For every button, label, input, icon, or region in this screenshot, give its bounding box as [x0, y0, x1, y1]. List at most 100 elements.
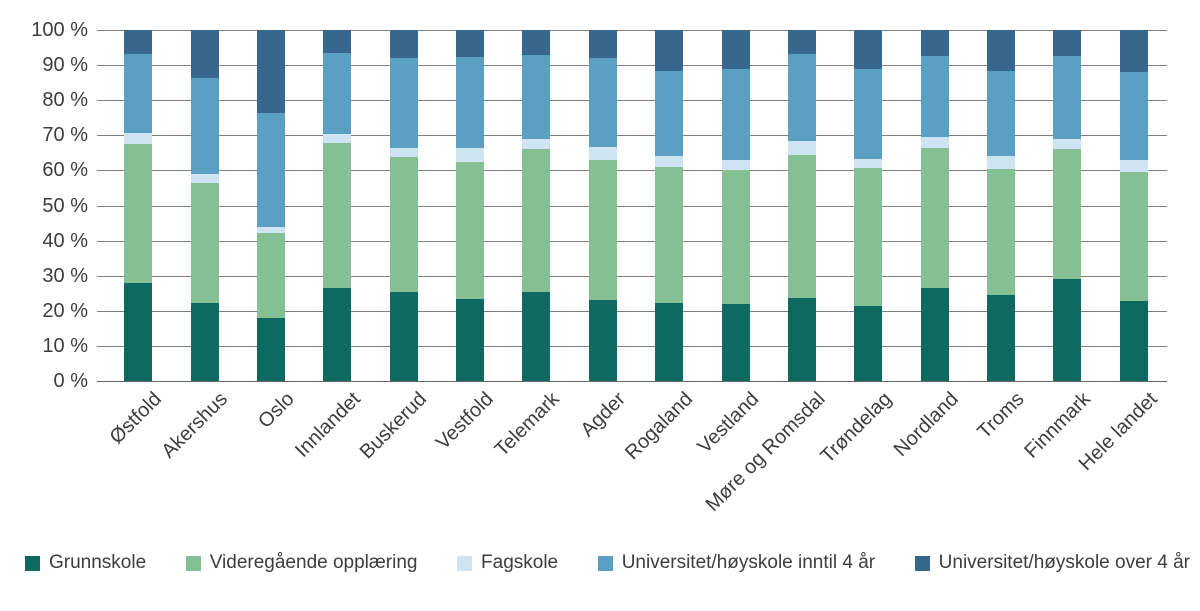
- bar-segment: [987, 30, 1016, 71]
- y-axis-tick-label: 40 %: [42, 229, 88, 252]
- bar-segment: [124, 53, 153, 133]
- x-axis-label: Møre og Romsdal: [701, 388, 830, 516]
- y-axis-tick-label: 100 %: [31, 19, 88, 41]
- bar-slot: [570, 30, 636, 381]
- gridline: [97, 100, 1167, 102]
- bar-segment: [190, 30, 219, 79]
- bar-segment: [1053, 30, 1082, 56]
- legend-label: Fagskole: [481, 552, 559, 573]
- bar--stfold: [124, 30, 153, 381]
- bar-segment: [323, 52, 352, 135]
- bar-slot: [503, 30, 569, 381]
- plot-area: [97, 30, 1167, 382]
- bar-segment: [588, 300, 617, 381]
- x-axis-label: Buskerud: [355, 388, 432, 464]
- bar-segment: [655, 70, 684, 157]
- bar-segment: [1053, 138, 1082, 150]
- bar-buskerud: [389, 30, 418, 381]
- x-axis-label: Trøndelag: [816, 388, 896, 468]
- bar-segment: [588, 30, 617, 59]
- bar-segment: [124, 132, 153, 144]
- bar-segment: [588, 146, 617, 160]
- bar-segment: [588, 159, 617, 301]
- legend-swatch: [914, 555, 930, 571]
- bar-segment: [1119, 300, 1148, 381]
- legend-item-fagskole: Fagskole: [457, 552, 558, 574]
- bar-segment: [522, 30, 551, 55]
- x-axis-label: Nordland: [889, 388, 963, 461]
- bar-segment: [1119, 71, 1148, 160]
- bar-segment: [787, 141, 816, 155]
- bars-layer: [105, 30, 1167, 381]
- bar-segment: [655, 156, 684, 167]
- gridline: [97, 240, 1167, 242]
- bar-segment: [920, 287, 949, 381]
- x-axis-label: Østfold: [105, 388, 166, 449]
- bar-slot: [902, 30, 968, 381]
- x-axis-label: Akershus: [157, 388, 233, 463]
- bar-segment: [721, 159, 750, 171]
- bar-segment: [1119, 159, 1148, 173]
- bar-segment: [1119, 172, 1148, 301]
- bar-segment: [920, 137, 949, 148]
- gridline: [97, 65, 1167, 67]
- bar-slot: [171, 30, 237, 381]
- bar-segment: [655, 166, 684, 304]
- bar-segment: [1119, 30, 1148, 72]
- bar-segment: [389, 58, 418, 148]
- bar-segment: [588, 58, 617, 147]
- y-axis-tick-label: 30 %: [42, 264, 88, 287]
- x-axis-label: Troms: [973, 388, 1029, 444]
- bar-segment: [190, 303, 219, 381]
- bar-troms: [987, 30, 1016, 381]
- legend-item-grunnskole: Grunnskole: [25, 552, 146, 574]
- bar-m-re-og-romsdal: [787, 30, 816, 381]
- bar-innlandet: [323, 30, 352, 381]
- bar-segment: [854, 30, 883, 69]
- legend-label: Universitet/høyskole inntil 4 år: [621, 552, 876, 573]
- bar-segment: [987, 156, 1016, 169]
- bar-segment: [323, 134, 352, 144]
- gridline: [97, 310, 1167, 312]
- bar-segment: [787, 154, 816, 299]
- bar-rogaland: [655, 30, 684, 381]
- y-axis-tick-label: 20 %: [42, 299, 88, 322]
- bar-segment: [190, 183, 219, 304]
- bar-segment: [456, 30, 485, 57]
- gridline: [97, 170, 1167, 172]
- bar-segment: [920, 55, 949, 138]
- legend-swatch: [597, 555, 613, 571]
- bar-segment: [124, 30, 153, 54]
- x-axis-label: Vestfold: [431, 388, 498, 454]
- bar-slot: [304, 30, 370, 381]
- bar-telemark: [522, 30, 551, 381]
- bar-segment: [124, 143, 153, 283]
- x-axis-label: Oslo: [253, 388, 299, 433]
- bar-segment: [456, 161, 485, 300]
- bar-slot: [437, 30, 503, 381]
- y-axis-tick-label: 90 %: [42, 54, 88, 77]
- bar-segment: [256, 317, 285, 381]
- bar-hele-landet: [1119, 30, 1148, 381]
- bar-segment: [721, 170, 750, 305]
- bar-segment: [323, 288, 352, 381]
- legend-swatch: [185, 555, 201, 571]
- y-axis-tick-label: 50 %: [42, 194, 88, 217]
- bar-slot: [105, 30, 171, 381]
- bar-segment: [987, 70, 1016, 157]
- bar-segment: [854, 305, 883, 381]
- bar-slot: [769, 30, 835, 381]
- bar-segment: [920, 147, 949, 288]
- gridline: [97, 30, 1167, 31]
- bar-slot: [702, 30, 768, 381]
- gridline: [97, 205, 1167, 207]
- bar-segment: [787, 54, 816, 142]
- bar-segment: [522, 148, 551, 293]
- bar-segment: [124, 282, 153, 381]
- bar-segment: [655, 303, 684, 381]
- bar-oslo: [256, 30, 285, 381]
- bar-slot: [1034, 30, 1100, 381]
- bar-segment: [854, 158, 883, 168]
- bar-segment: [522, 138, 551, 149]
